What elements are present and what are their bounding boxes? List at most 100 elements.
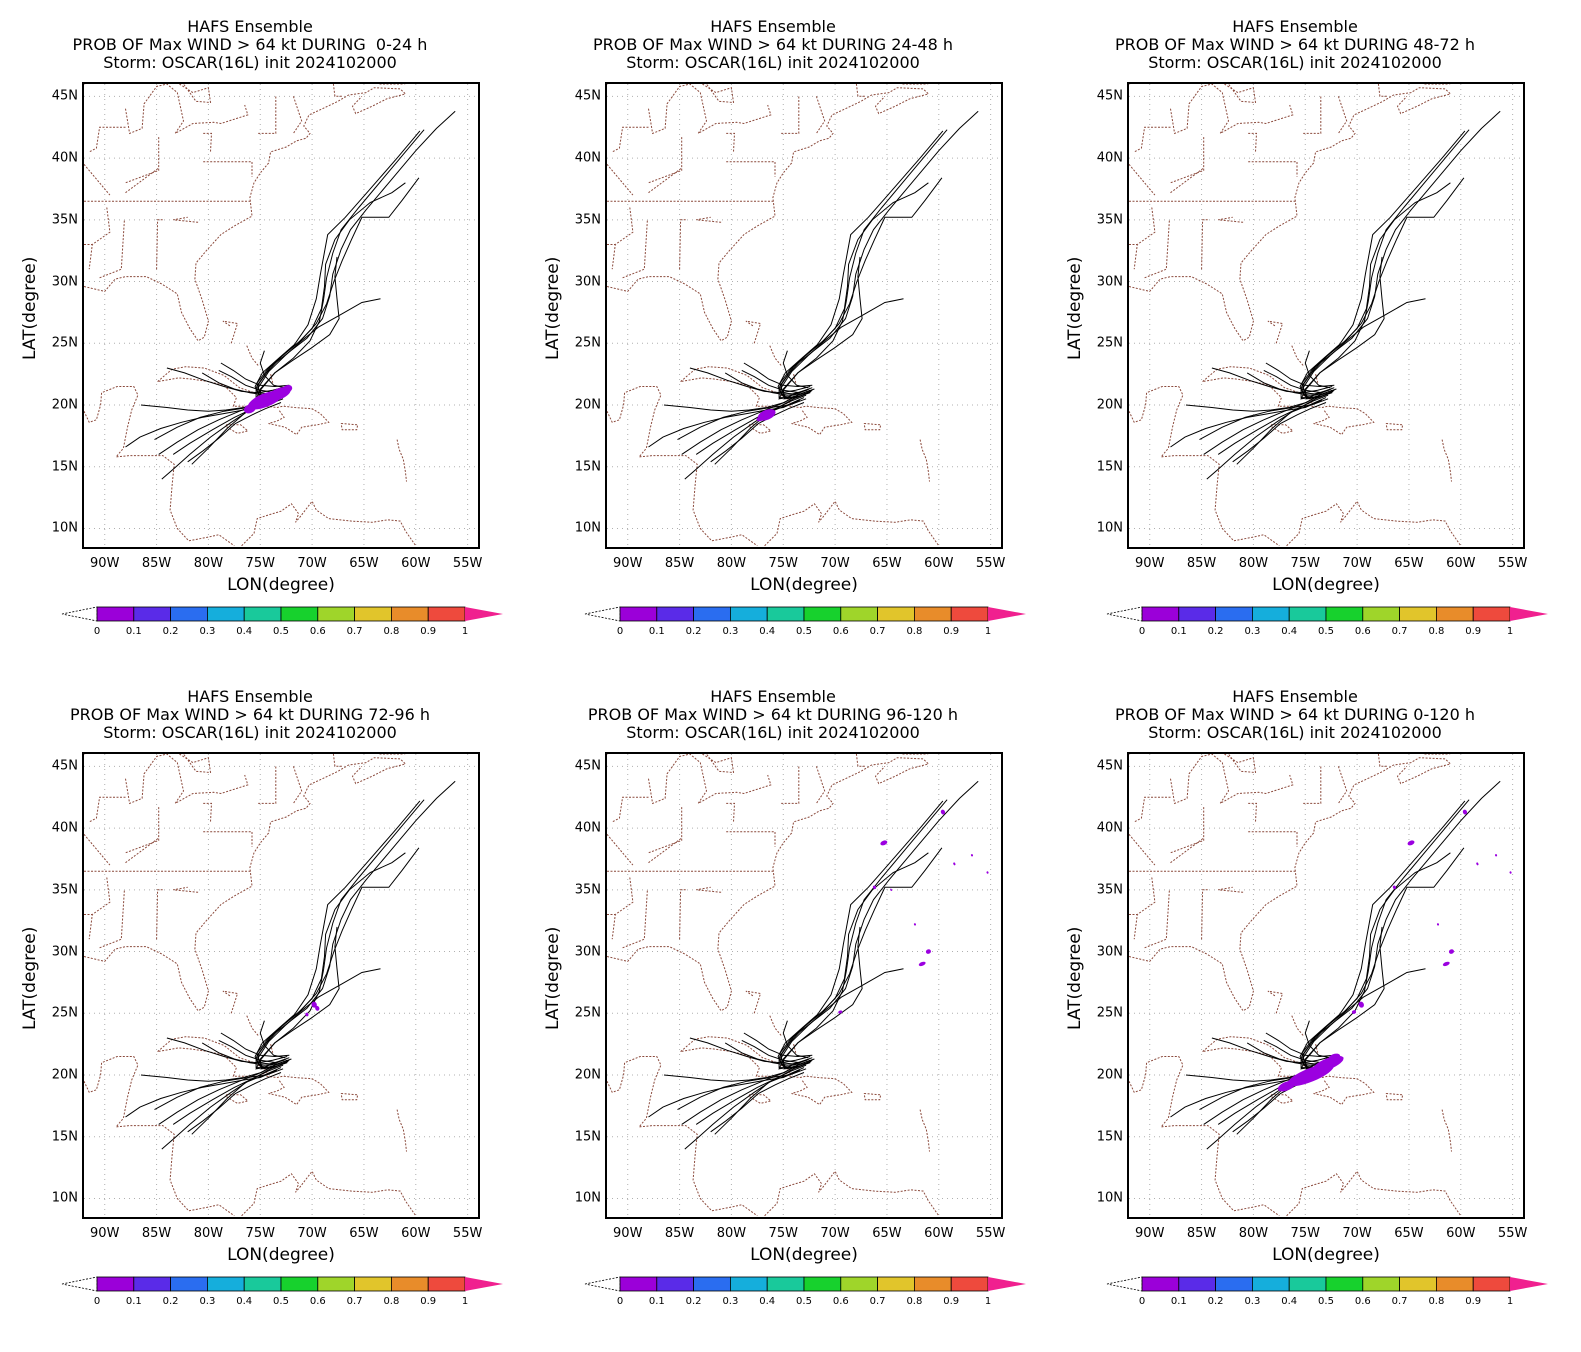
colorbar-tick-label: 0.5 — [1318, 1296, 1334, 1307]
ensemble-track — [1263, 369, 1322, 394]
colorbar — [584, 1276, 1026, 1292]
coastline — [270, 1043, 274, 1053]
colorbar-segment — [243, 606, 282, 622]
colorbar-segment — [1141, 606, 1180, 622]
lon-tick-label: 55W — [452, 556, 483, 571]
ensemble-track — [187, 1072, 282, 1133]
coastline — [125, 837, 159, 864]
ensemble-track — [677, 398, 807, 441]
colorbar-tick-label: 0 — [616, 626, 624, 637]
colorbar-segment — [729, 606, 768, 622]
ensemble-track — [778, 799, 948, 1070]
coastline — [1144, 889, 1170, 949]
lon-tick-label: 60W — [401, 1226, 431, 1241]
coastline — [1286, 500, 1462, 547]
colorbar-under-triangle — [1106, 606, 1143, 622]
ensemble-track — [710, 1072, 805, 1133]
lon-tick-label: 75W — [1290, 1226, 1320, 1241]
panel-title-line-1: HAFS Ensemble — [187, 687, 313, 706]
coastline — [648, 137, 683, 184]
ensemble-track — [1299, 130, 1466, 399]
colorbar-tick-label: 1 — [984, 1296, 992, 1307]
coastline — [793, 373, 797, 383]
colorbar-tick-label: 0 — [616, 1296, 624, 1307]
colorbar-tick-label: 0.3 — [722, 1296, 739, 1307]
map-svg — [84, 754, 478, 1217]
probability-area — [880, 840, 888, 846]
panel-title-line-2: PROB OF Max WIND > 64 kt DURING 0-120 h — [1115, 705, 1475, 724]
colorbar-tick-label: 0.1 — [648, 1296, 665, 1307]
coastline — [781, 766, 800, 804]
coastline — [396, 439, 407, 482]
lat-tick-label: 35N — [574, 882, 601, 898]
coastline — [726, 132, 736, 152]
coastline — [611, 796, 649, 823]
colorbar-segment — [133, 606, 172, 622]
ensemble-track — [779, 847, 943, 1065]
colorbar-tick-label: 0.6 — [1354, 1296, 1371, 1307]
colorbar-tick-label: 0.8 — [1428, 626, 1445, 637]
coastline — [332, 754, 344, 767]
coastline — [1311, 1075, 1375, 1106]
lon-tick-label: 65W — [872, 1226, 902, 1241]
lat-tick-label: 45N — [574, 758, 601, 774]
colorbar-under-triangle — [584, 1276, 621, 1292]
ensemble-track — [1199, 398, 1329, 441]
lon-tick-label: 85W — [1186, 1226, 1217, 1241]
coastline — [1129, 87, 1452, 342]
ensemble-track — [1217, 392, 1331, 455]
colorbar-tick-label: 0.6 — [1354, 626, 1371, 637]
probability-area — [311, 1001, 317, 1008]
colorbar-segment — [619, 1276, 658, 1292]
colorbar-tick-label: 0.1 — [1170, 626, 1187, 637]
y-axis-label: LAT(degree) — [543, 926, 563, 1030]
lat-tick-label: 30N — [574, 944, 601, 960]
coastline — [789, 1075, 853, 1106]
coastline — [611, 877, 634, 940]
colorbar-segment — [427, 606, 466, 622]
colorbar-segment — [1215, 606, 1253, 622]
lat-tick-label: 15N — [574, 459, 601, 475]
colorbar-tick-label: 0.2 — [162, 1296, 179, 1307]
coastline — [173, 886, 199, 893]
colorbar — [61, 606, 503, 622]
lat-tick-label: 40N — [1096, 820, 1123, 836]
colorbar-under-triangle — [61, 1276, 98, 1292]
colorbar-segment — [243, 1276, 282, 1292]
colorbar-segment — [840, 606, 878, 622]
ensemble-track — [778, 182, 929, 399]
coastline — [203, 802, 213, 822]
colorbar-segment — [1288, 606, 1327, 622]
lon-tick-label: 80W — [1238, 556, 1269, 571]
lat-tick-label: 25N — [574, 335, 601, 351]
lat-tick-label: 35N — [574, 212, 601, 228]
colorbar-tick-label: 1 — [984, 626, 992, 637]
coastline — [270, 373, 274, 383]
colorbar-segment — [950, 606, 989, 622]
lon-tick-label: 70W — [297, 1226, 327, 1241]
lat-tick-label: 40N — [1096, 150, 1123, 166]
colorbar — [61, 1276, 503, 1292]
ensemble-track — [1265, 362, 1335, 388]
y-axis-label: LAT(degree) — [1065, 256, 1085, 360]
colorbar-segment — [1251, 606, 1290, 622]
colorbar-segment — [1325, 606, 1364, 622]
lon-tick-label: 90W — [613, 1226, 643, 1241]
lon-tick-label: 55W — [975, 556, 1006, 571]
ensemble-track — [259, 256, 340, 400]
coastline — [156, 219, 164, 270]
colorbar-segment — [170, 606, 208, 622]
ensemble-track — [1302, 780, 1501, 1066]
colorbar-segment — [96, 1276, 135, 1292]
coastline — [607, 87, 930, 342]
coastline — [696, 216, 722, 223]
colorbar-over-triangle — [465, 1277, 503, 1291]
probability-area — [1407, 840, 1415, 846]
lon-tick-label: 70W — [1342, 556, 1372, 571]
lat-tick-label: 15N — [1096, 1129, 1123, 1145]
coastline — [340, 1093, 359, 1101]
coastline — [1129, 1056, 1280, 1217]
colorbar-tick-label: 0.4 — [759, 626, 776, 637]
coastline — [1144, 219, 1170, 279]
panel-title-line-3: Storm: OSCAR(16L) init 2024102000 — [1148, 723, 1442, 742]
